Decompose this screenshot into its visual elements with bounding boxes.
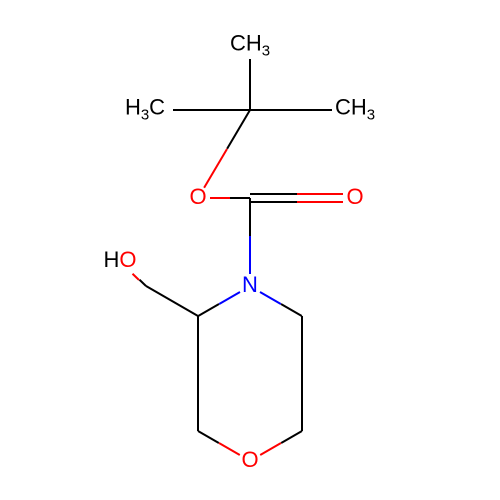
atom-ho: HO: [103, 247, 136, 273]
bond-segment: [250, 193, 297, 195]
bond-segment: [297, 193, 344, 195]
bond-segment: [249, 236, 251, 274]
bond-segment: [226, 109, 251, 149]
bond-segment: [218, 442, 240, 456]
bond-segment: [173, 109, 250, 111]
atom-o_ester: O: [189, 184, 206, 210]
bond-segment: [281, 430, 303, 444]
bond-segment: [210, 197, 230, 199]
atom-n: N: [242, 272, 258, 298]
atom-ch3_left: H3C: [125, 94, 165, 123]
atom-o_dbl: O: [346, 184, 363, 210]
bond-segment: [146, 285, 199, 317]
bond-segment: [250, 109, 332, 111]
bond-segment: [301, 316, 303, 431]
bond-segment: [260, 442, 282, 456]
bond-segment: [250, 201, 297, 203]
atom-ch3_right: CH3: [335, 94, 375, 123]
atom-o_ring: O: [241, 447, 258, 473]
bond-segment: [218, 291, 240, 305]
bond-segment: [198, 430, 220, 444]
bond-segment: [260, 291, 282, 305]
molecule-canvas: CH3 H3C CH3 O O N HO O: [0, 0, 500, 500]
bond-segment: [249, 59, 251, 110]
bond-segment: [230, 197, 250, 199]
bond-segment: [197, 316, 199, 431]
bond-segment: [139, 279, 147, 287]
bond-segment: [197, 303, 219, 317]
bond-segment: [203, 148, 228, 188]
bond-segment: [281, 303, 303, 317]
bond-segment: [249, 198, 251, 236]
bond-segment: [132, 273, 140, 281]
atom-ch3_top: CH3: [230, 30, 270, 59]
bond-segment: [297, 201, 344, 203]
